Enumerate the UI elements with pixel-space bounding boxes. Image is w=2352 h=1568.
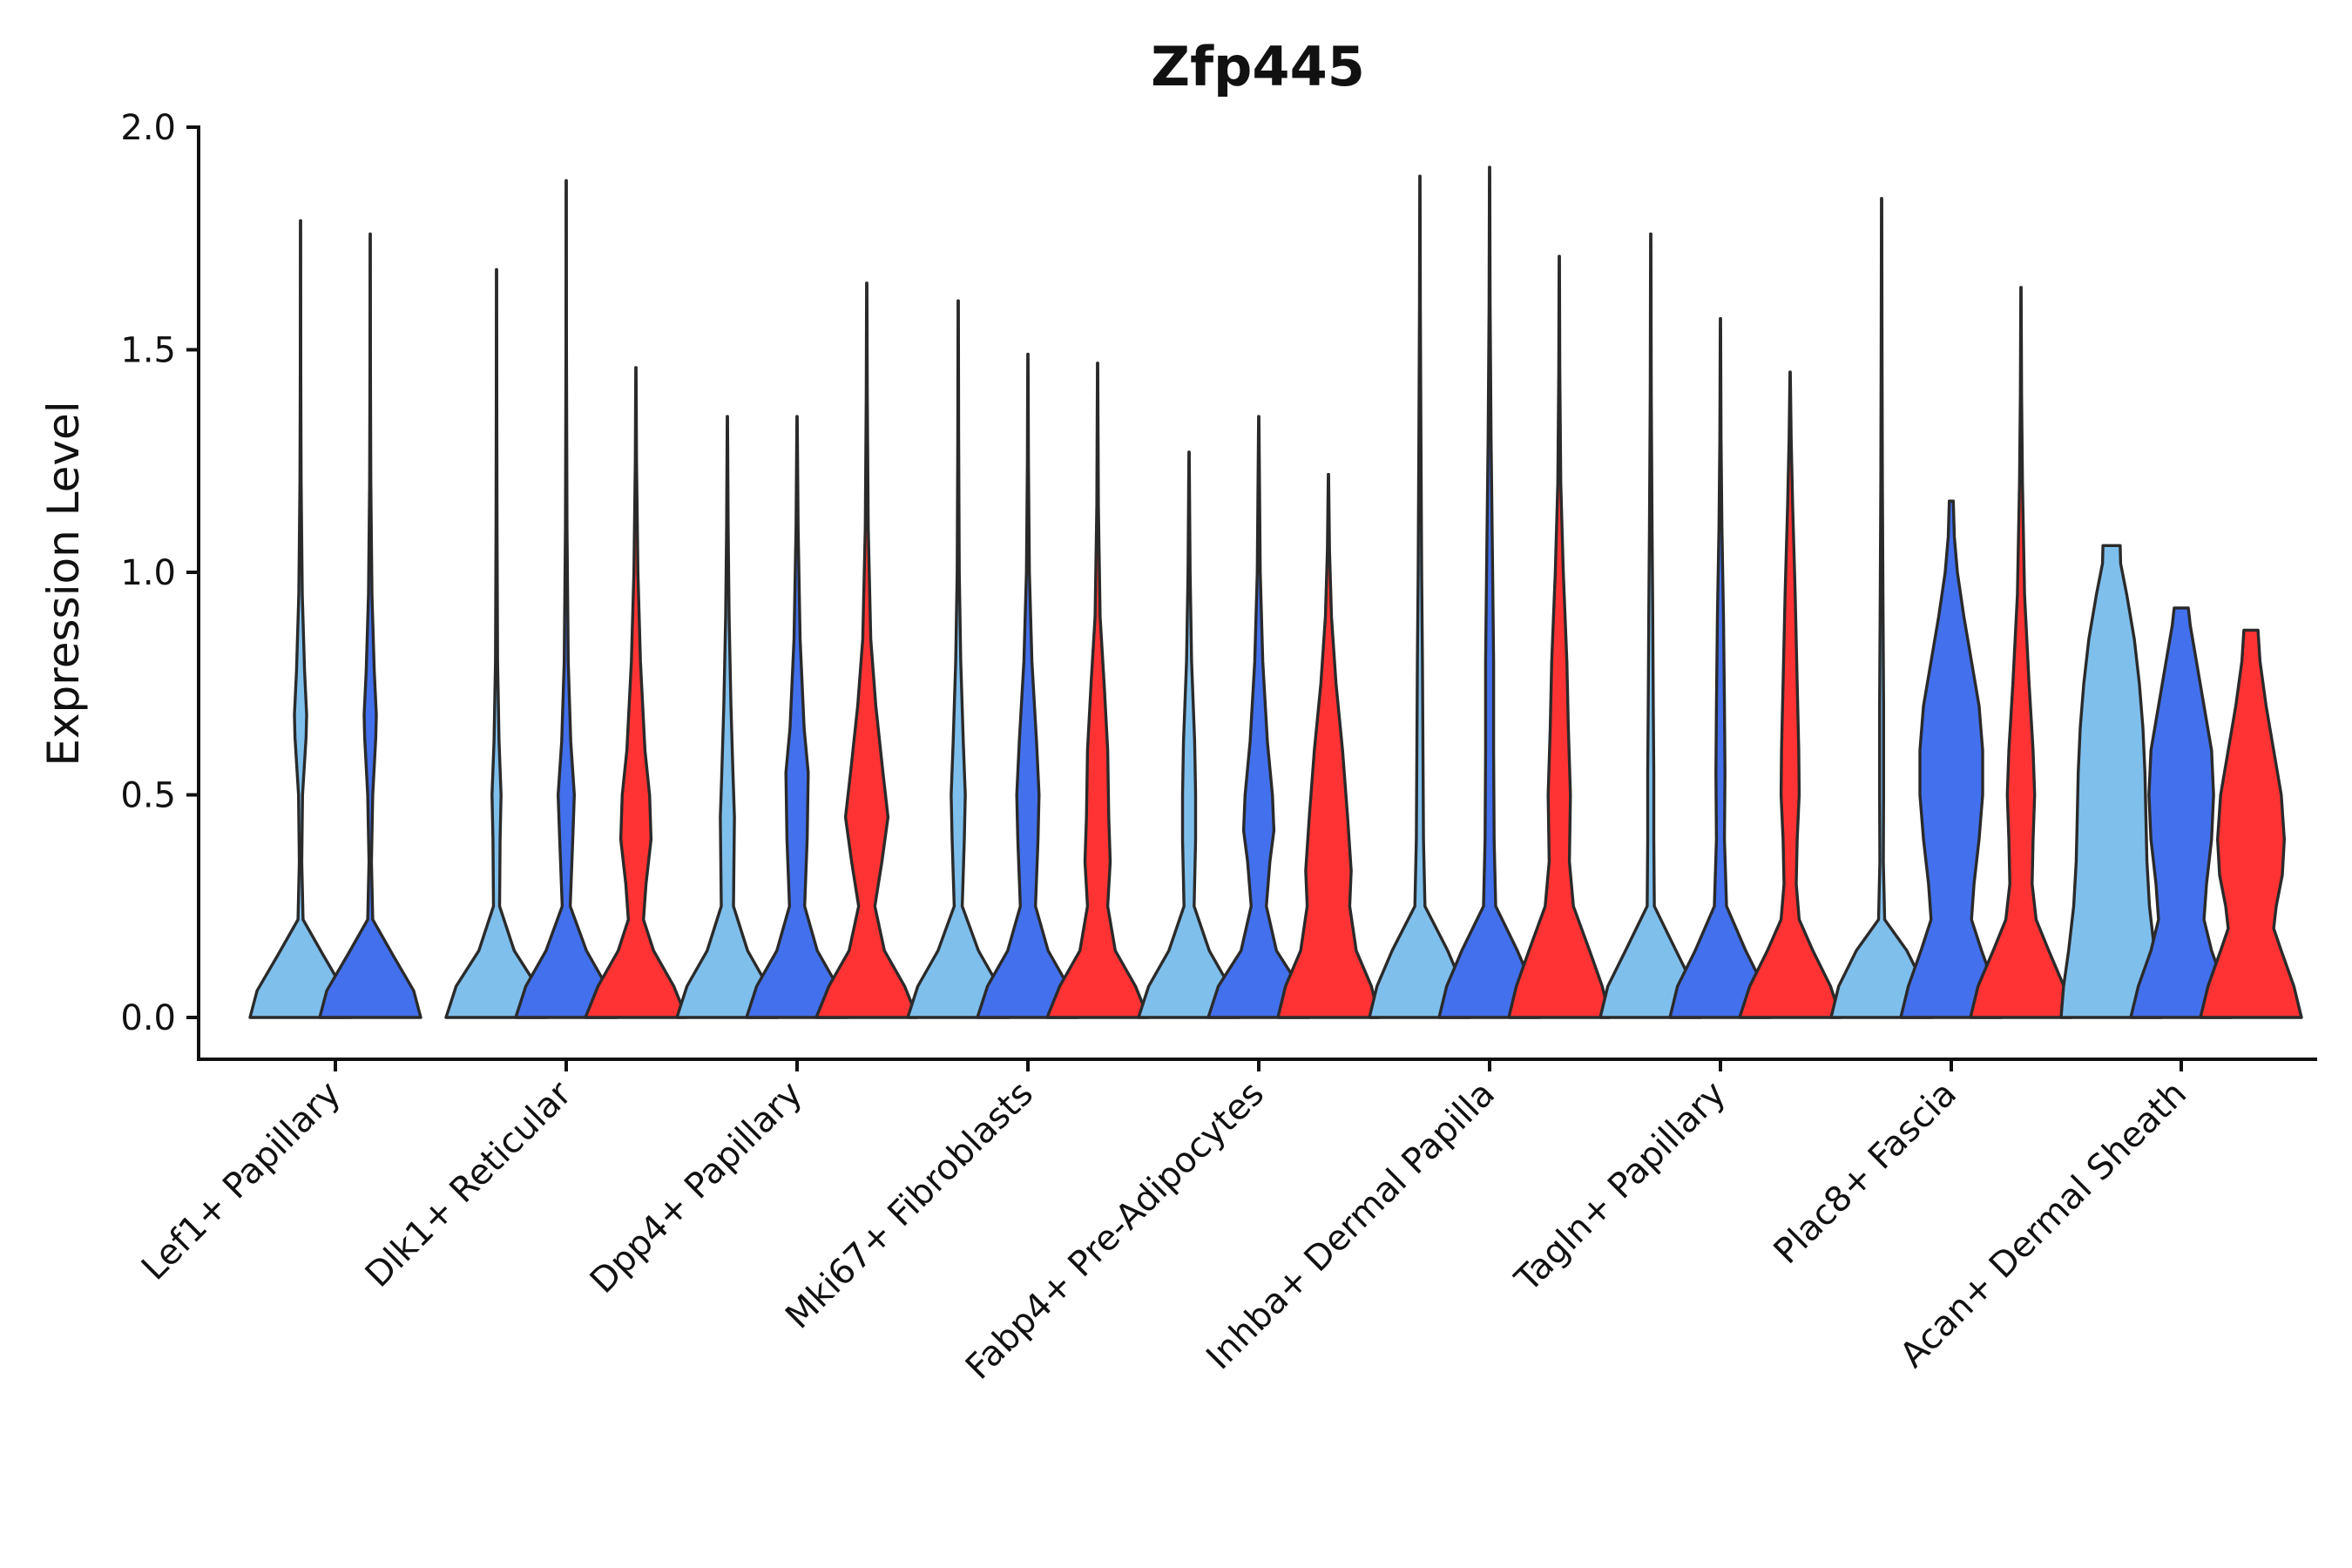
violin-4-series-2 <box>976 352 1080 1019</box>
x-tick-label: Mki67+ Fibroblasts <box>778 1074 1041 1337</box>
violin-5-series-2 <box>1206 415 1311 1019</box>
violin-3-series-1 <box>675 415 780 1019</box>
y-axis-ticks: 0.0 0.5 1.0 1.5 2.0 <box>120 108 199 1038</box>
violin-9-series-3 <box>2199 628 2303 1019</box>
violin-5-series-1 <box>1137 450 1241 1019</box>
violin-2-series-1 <box>444 267 549 1019</box>
violin-7-series-2 <box>1668 317 1773 1019</box>
violin-1-series-2 <box>318 232 422 1019</box>
x-axis-ticks: Lef1+ Papillary Dlk1+ Reticular Dpp4+ Papi… <box>134 1059 2194 1388</box>
x-tick-label: Dlk1+ Reticular <box>358 1073 580 1295</box>
violin-9-series-1 <box>2059 544 2164 1019</box>
violin-layer <box>248 166 2303 1019</box>
x-tick-label: Tagln+ Papillary <box>1507 1074 1734 1301</box>
violin-9-series-2 <box>2129 606 2234 1019</box>
violin-6-series-3 <box>1507 254 1612 1019</box>
violin-4-series-1 <box>906 299 1010 1019</box>
violin-7-series-1 <box>1598 232 1703 1019</box>
violin-5-series-3 <box>1276 472 1381 1019</box>
y-axis-label: Expression Level <box>38 401 89 766</box>
violin-8-series-2 <box>1899 499 2004 1019</box>
y-tick-label: 1.0 <box>120 553 176 593</box>
y-tick-label: 0.5 <box>120 776 176 816</box>
chart-title: Zfp445 <box>1151 35 1365 98</box>
violin-3-series-2 <box>745 415 849 1019</box>
x-tick-label: Plac8+ Fascia <box>1767 1074 1965 1273</box>
violin-6-series-1 <box>1368 174 1472 1019</box>
violin-2-series-2 <box>514 179 618 1019</box>
y-tick-label: 2.0 <box>120 108 176 148</box>
x-tick-label: Lef1+ Papillary <box>134 1074 348 1288</box>
violin-3-series-3 <box>814 281 919 1019</box>
violin-7-series-3 <box>1738 370 1842 1019</box>
y-tick-label: 1.5 <box>120 331 176 371</box>
y-tick-label: 0.0 <box>120 998 176 1038</box>
violin-8-series-1 <box>1829 197 1934 1019</box>
violin-8-series-3 <box>1969 286 2073 1019</box>
violin-2-series-3 <box>584 366 688 1019</box>
violin-6-series-2 <box>1437 166 1542 1019</box>
x-tick-label: Dpp4+ Papillary <box>583 1074 810 1301</box>
violin-1-series-1 <box>248 219 353 1019</box>
violin-4-series-3 <box>1045 362 1150 1019</box>
